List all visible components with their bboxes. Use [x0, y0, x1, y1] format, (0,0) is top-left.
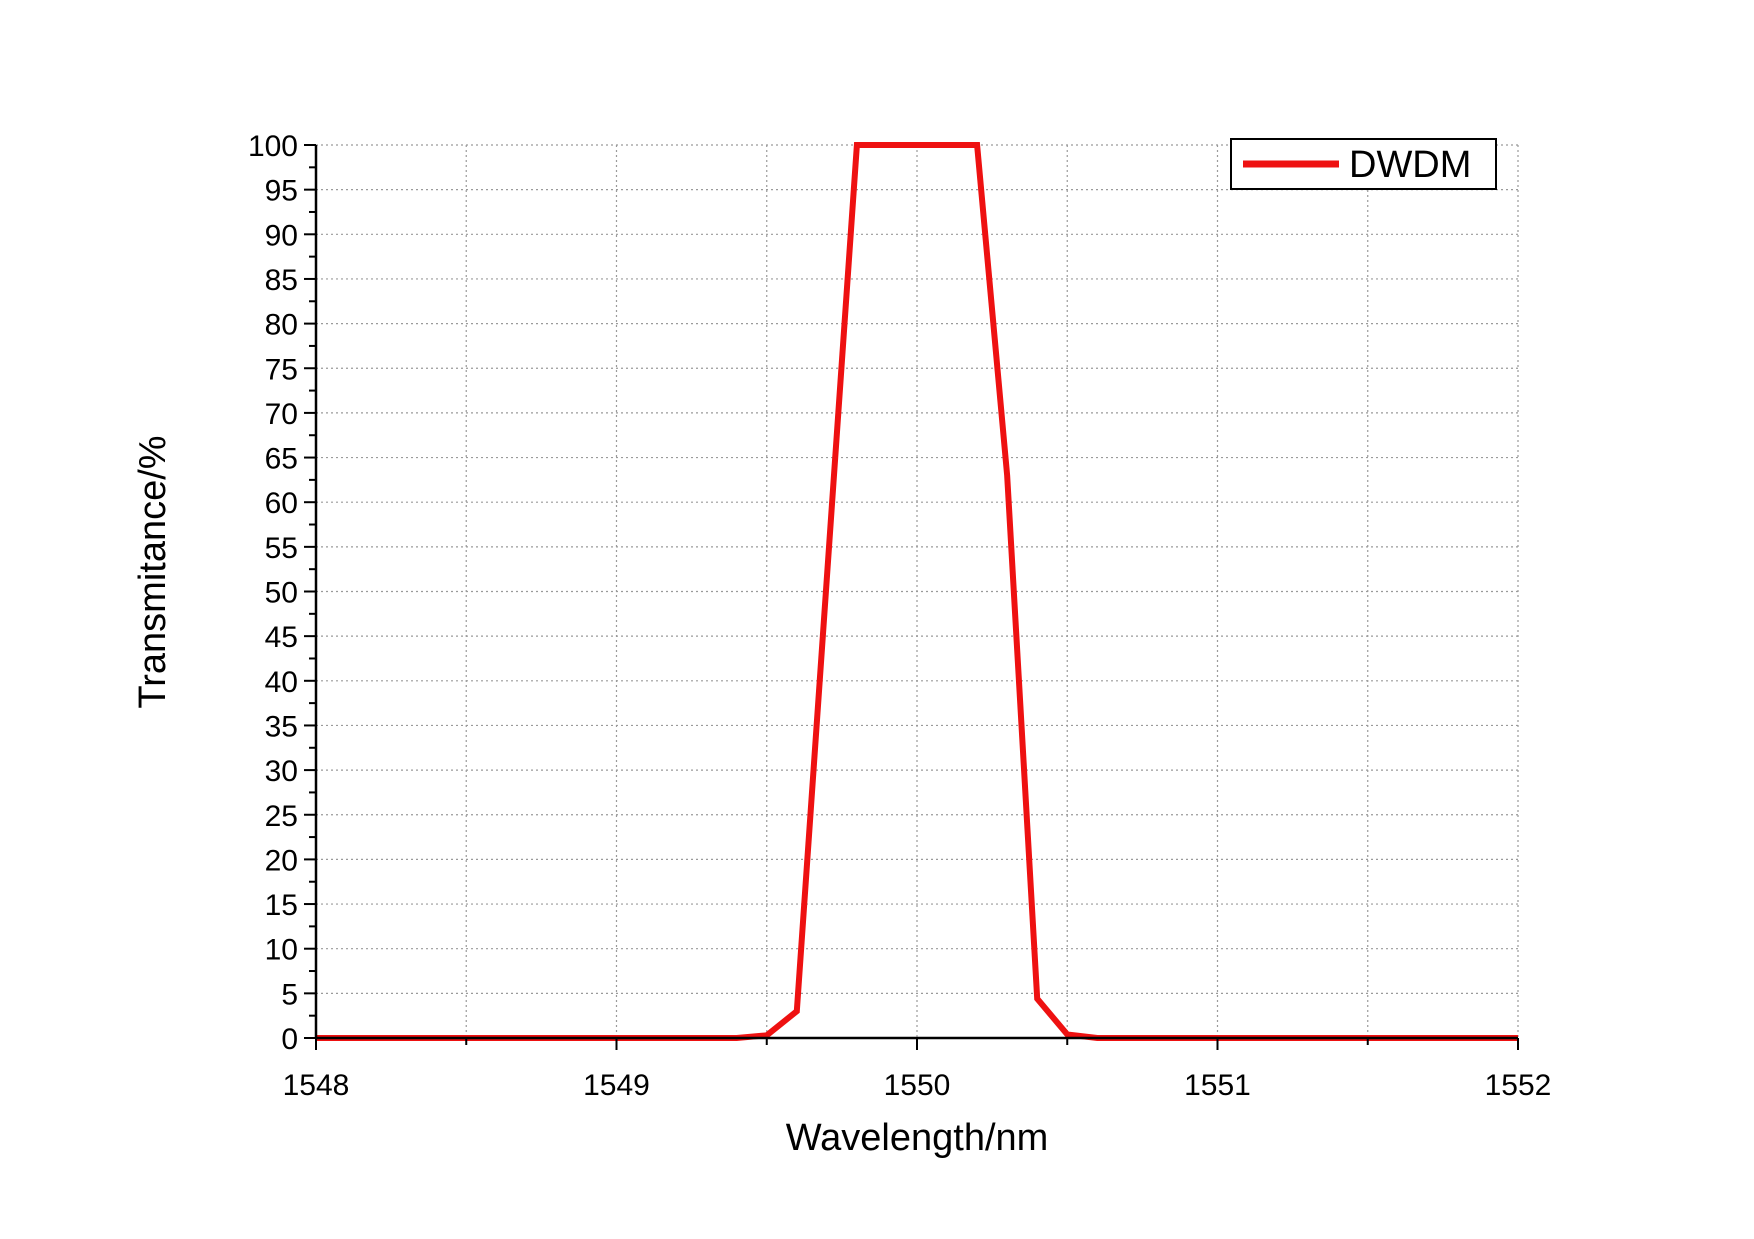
y-tick-label: 60 — [265, 487, 298, 520]
y-tick-label: 75 — [265, 353, 298, 386]
y-tick-label: 65 — [265, 443, 298, 476]
y-tick-label: 50 — [265, 577, 298, 610]
y-tick-label: 100 — [248, 130, 298, 163]
x-tick-label: 1552 — [1485, 1069, 1552, 1102]
y-tick-label: 30 — [265, 755, 298, 788]
legend: DWDM — [1230, 138, 1497, 190]
y-tick-label: 55 — [265, 532, 298, 565]
y-tick-label: 25 — [265, 800, 298, 833]
y-tick-label: 90 — [265, 219, 298, 252]
y-tick-label: 70 — [265, 398, 298, 431]
y-tick-label: 95 — [265, 175, 298, 208]
y-axis-title: Transmitance/% — [132, 435, 174, 708]
x-tick-label: 1550 — [884, 1069, 951, 1102]
x-tick-label: 1549 — [583, 1069, 650, 1102]
x-axis-title: Wavelength/nm — [786, 1117, 1049, 1159]
data-line — [316, 142, 1518, 1041]
y-tick-label: 5 — [281, 978, 298, 1011]
y-tick-label: 15 — [265, 889, 298, 922]
y-tick-label: 0 — [281, 1023, 298, 1056]
grid — [315, 144, 1519, 1039]
y-tick-label: 10 — [265, 934, 298, 967]
legend-label: DWDM — [1349, 144, 1471, 186]
y-tick-label: 40 — [265, 666, 298, 699]
y-tick-label: 85 — [265, 264, 298, 297]
x-tick-label: 1551 — [1184, 1069, 1251, 1102]
y-tick-label: 45 — [265, 621, 298, 654]
x-tick-label: 1548 — [283, 1069, 350, 1102]
y-tick-label: 20 — [265, 844, 298, 877]
y-tick-label: 80 — [265, 309, 298, 342]
plot-area — [316, 142, 1518, 1041]
y-tick-label: 35 — [265, 710, 298, 743]
